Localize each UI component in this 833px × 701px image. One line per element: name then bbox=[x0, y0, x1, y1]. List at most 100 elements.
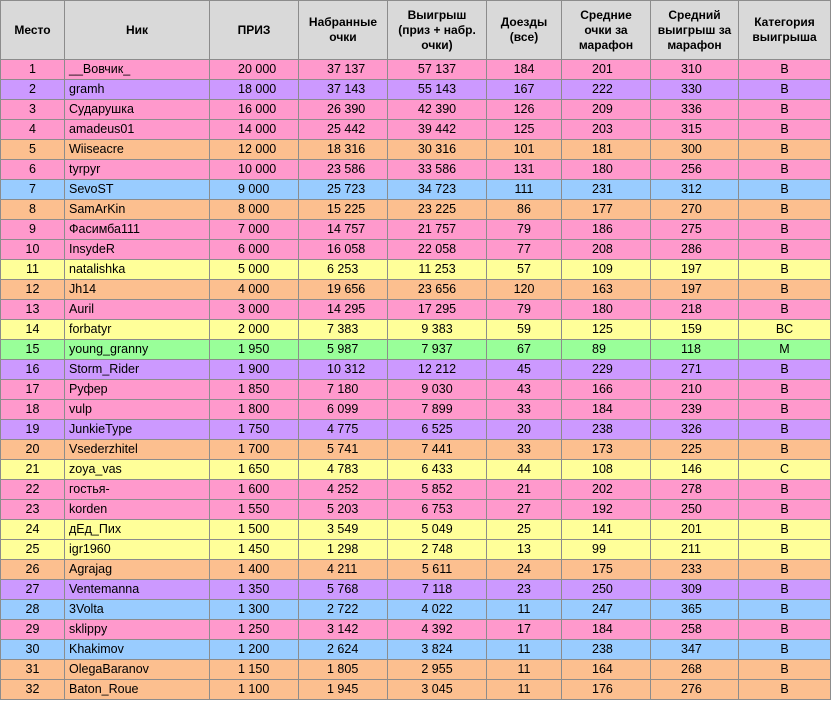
cell-finishes: 24 bbox=[486, 559, 562, 580]
cell-points: 1 805 bbox=[298, 659, 388, 680]
header-avg-win: Средний выигрыш за марафон bbox=[650, 0, 739, 60]
cell-category: C bbox=[738, 459, 831, 480]
cell-category: B bbox=[738, 279, 831, 300]
cell-avg-win: 278 bbox=[650, 479, 739, 500]
table-row: 27 Ventemanna 1 350 5 768 7 118 23 250 309 B bbox=[0, 579, 831, 600]
cell-avg-points: 180 bbox=[561, 159, 651, 180]
table-row: 14 forbatyr 2 000 7 383 9 383 59 125 159 BC bbox=[0, 319, 831, 340]
cell-prize: 1 450 bbox=[209, 539, 299, 560]
cell-avg-win: 275 bbox=[650, 219, 739, 240]
cell-finishes: 101 bbox=[486, 139, 562, 160]
cell-points: 4 252 bbox=[298, 479, 388, 500]
cell-finishes: 45 bbox=[486, 359, 562, 380]
cell-avg-points: 163 bbox=[561, 279, 651, 300]
cell-category: B bbox=[738, 239, 831, 260]
cell-avg-points: 222 bbox=[561, 79, 651, 100]
cell-prize: 1 850 bbox=[209, 379, 299, 400]
cell-prize: 1 100 bbox=[209, 679, 299, 700]
cell-avg-win: 270 bbox=[650, 199, 739, 220]
table-body: 1 __Вовчик_ 20 000 37 137 57 137 184 201 310 B 2 g… bbox=[0, 59, 831, 700]
cell-avg-points: 89 bbox=[561, 339, 651, 360]
cell-win: 22 058 bbox=[387, 239, 487, 260]
header-finishes: Доезды (все) bbox=[486, 0, 562, 60]
cell-avg-points: 175 bbox=[561, 559, 651, 580]
cell-avg-win: 276 bbox=[650, 679, 739, 700]
table-row: 4 amadeus01 14 000 25 442 39 442 125 203 315 B bbox=[0, 119, 831, 140]
cell-prize: 1 800 bbox=[209, 399, 299, 420]
cell-place: 11 bbox=[0, 259, 65, 280]
cell-prize: 18 000 bbox=[209, 79, 299, 100]
table-row: 17 Руфер 1 850 7 180 9 030 43 166 210 B bbox=[0, 379, 831, 400]
cell-category: B bbox=[738, 59, 831, 80]
header-nick-label: Ник bbox=[125, 22, 149, 37]
cell-category: B bbox=[738, 619, 831, 640]
cell-finishes: 131 bbox=[486, 159, 562, 180]
cell-category: B bbox=[738, 199, 831, 220]
cell-finishes: 23 bbox=[486, 579, 562, 600]
cell-avg-win: 312 bbox=[650, 179, 739, 200]
cell-avg-points: 238 bbox=[561, 419, 651, 440]
cell-category: B bbox=[738, 499, 831, 520]
cell-win: 2 955 bbox=[387, 659, 487, 680]
cell-nick: Storm_Rider bbox=[64, 359, 210, 380]
cell-prize: 9 000 bbox=[209, 179, 299, 200]
cell-place: 14 bbox=[0, 319, 65, 340]
header-category: Категория выигрыша bbox=[738, 0, 831, 60]
header-avgpts-line3: марафон bbox=[578, 37, 634, 52]
cell-points: 14 295 bbox=[298, 299, 388, 320]
cell-finishes: 111 bbox=[486, 179, 562, 200]
cell-place: 25 bbox=[0, 539, 65, 560]
cell-points: 3 549 bbox=[298, 519, 388, 540]
cell-prize: 1 950 bbox=[209, 339, 299, 360]
cell-avg-win: 210 bbox=[650, 379, 739, 400]
cell-nick: Agrajag bbox=[64, 559, 210, 580]
cell-finishes: 27 bbox=[486, 499, 562, 520]
cell-avg-win: 239 bbox=[650, 399, 739, 420]
cell-prize: 10 000 bbox=[209, 159, 299, 180]
cell-category: B bbox=[738, 439, 831, 460]
cell-nick: zoya_vas bbox=[64, 459, 210, 480]
cell-nick: JunkieType bbox=[64, 419, 210, 440]
cell-avg-points: 108 bbox=[561, 459, 651, 480]
cell-prize: 5 000 bbox=[209, 259, 299, 280]
cell-nick: Auril bbox=[64, 299, 210, 320]
cell-prize: 16 000 bbox=[209, 99, 299, 120]
table-row: 24 дЕд_Пих 1 500 3 549 5 049 25 141 201 B bbox=[0, 519, 831, 540]
cell-prize: 1 650 bbox=[209, 459, 299, 480]
cell-category: M bbox=[738, 339, 831, 360]
cell-nick: sklippy bbox=[64, 619, 210, 640]
cell-place: 6 bbox=[0, 159, 65, 180]
cell-prize: 6 000 bbox=[209, 239, 299, 260]
cell-avg-win: 271 bbox=[650, 359, 739, 380]
cell-win: 6 753 bbox=[387, 499, 487, 520]
cell-nick: korden bbox=[64, 499, 210, 520]
cell-points: 5 203 bbox=[298, 499, 388, 520]
cell-nick: Сударушка bbox=[64, 99, 210, 120]
cell-win: 7 441 bbox=[387, 439, 487, 460]
cell-avg-win: 225 bbox=[650, 439, 739, 460]
cell-prize: 8 000 bbox=[209, 199, 299, 220]
table-row: 21 zoya_vas 1 650 4 783 6 433 44 108 146 C bbox=[0, 459, 831, 480]
header-avgpts-line2: очки за bbox=[584, 22, 628, 37]
cell-place: 20 bbox=[0, 439, 65, 460]
cell-prize: 2 000 bbox=[209, 319, 299, 340]
table-header: Место Ник ПРИЗ Набранные очки Выигрыш (п… bbox=[0, 0, 831, 60]
cell-place: 7 bbox=[0, 179, 65, 200]
cell-points: 4 783 bbox=[298, 459, 388, 480]
cell-category: B bbox=[738, 559, 831, 580]
header-avgpts-line1: Средние bbox=[580, 7, 632, 22]
cell-win: 9 383 bbox=[387, 319, 487, 340]
cell-win: 23 656 bbox=[387, 279, 487, 300]
cell-points: 15 225 bbox=[298, 199, 388, 220]
cell-win: 7 937 bbox=[387, 339, 487, 360]
cell-win: 12 212 bbox=[387, 359, 487, 380]
cell-place: 19 bbox=[0, 419, 65, 440]
cell-avg-win: 310 bbox=[650, 59, 739, 80]
table-row: 9 Фасимба111 7 000 14 757 21 757 79 186 275 B bbox=[0, 219, 831, 240]
header-nick: Ник bbox=[64, 0, 210, 60]
cell-prize: 3 000 bbox=[209, 299, 299, 320]
table-row: 6 tyrpyr 10 000 23 586 33 586 131 180 256 B bbox=[0, 159, 831, 180]
cell-prize: 1 400 bbox=[209, 559, 299, 580]
header-place: Место bbox=[0, 0, 65, 60]
